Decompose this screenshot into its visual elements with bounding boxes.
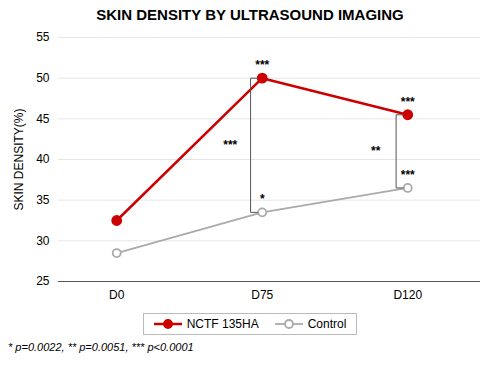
svg-text:30: 30 — [36, 234, 50, 248]
svg-text:***: *** — [401, 95, 415, 109]
html-text:NCTF 135HA: NCTF 135HA — [186, 317, 259, 331]
svg-text:55: 55 — [36, 30, 50, 44]
svg-text:***: *** — [401, 168, 415, 182]
svg-text:40: 40 — [36, 152, 50, 166]
svg-text:35: 35 — [36, 193, 50, 207]
html-text:Control: Control — [307, 317, 347, 331]
svg-text:**: ** — [371, 144, 381, 158]
svg-text:SKIN DENSITY(%): SKIN DENSITY(%) — [12, 108, 26, 210]
svg-text:D120: D120 — [393, 288, 422, 302]
svg-text:D0: D0 — [109, 288, 125, 302]
svg-text:D75: D75 — [251, 288, 273, 302]
svg-text:25: 25 — [36, 274, 50, 288]
svg-text:*: * — [260, 192, 265, 206]
html-text:SKIN DENSITY BY ULTRASOUND IMA: SKIN DENSITY BY ULTRASOUND IMAGING — [96, 6, 404, 23]
html-text:* p=0.0022, ** p=0.0051, *** p: * p=0.0022, ** p=0.0051, *** p<0.0001 — [8, 341, 194, 353]
svg-text:45: 45 — [36, 112, 50, 126]
svg-text:***: *** — [255, 58, 269, 72]
svg-text:***: *** — [223, 138, 237, 152]
svg-text:50: 50 — [36, 71, 50, 85]
